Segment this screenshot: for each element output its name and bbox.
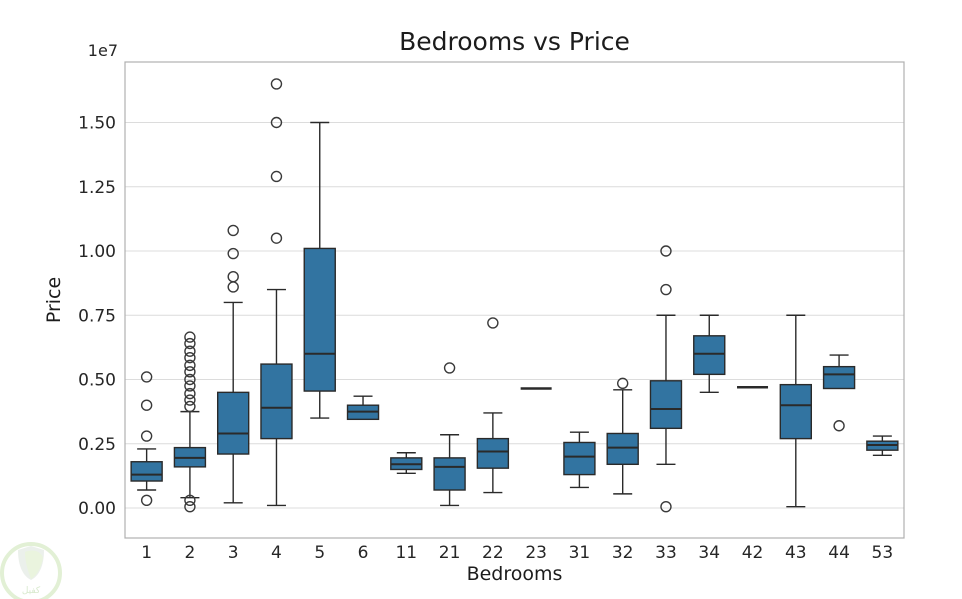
x-tick-label: 2 bbox=[185, 543, 196, 563]
box-2-outlier bbox=[184, 394, 196, 406]
x-tick-label: 4 bbox=[271, 543, 282, 563]
x-tick-label: 3 bbox=[228, 543, 239, 563]
y-tick-label: 0.25 bbox=[78, 435, 116, 455]
box-4 bbox=[260, 363, 293, 440]
x-tick-label: 11 bbox=[395, 543, 417, 563]
box-4-outlier bbox=[270, 170, 283, 183]
box-3-outlier bbox=[227, 247, 239, 260]
x-tick-label: 6 bbox=[358, 543, 369, 563]
box-34 bbox=[693, 335, 726, 376]
box-32 bbox=[606, 432, 639, 466]
box-33-outlier bbox=[660, 501, 672, 513]
box-44 bbox=[822, 365, 856, 390]
x-tick-label: 1 bbox=[141, 543, 152, 563]
box-2-outlier bbox=[184, 400, 196, 413]
box-3-outlier bbox=[227, 224, 239, 237]
box-2-outlier bbox=[184, 494, 196, 506]
box-33-outlier bbox=[660, 283, 672, 296]
box-22-outlier bbox=[487, 317, 499, 329]
x-tick-label: 43 bbox=[785, 543, 807, 563]
box-2-outlier bbox=[184, 359, 196, 372]
y-tick-label: 0.50 bbox=[78, 371, 116, 391]
box-1-outlier bbox=[140, 494, 153, 506]
box-32-outlier bbox=[616, 377, 629, 390]
box-44-outlier bbox=[833, 420, 845, 432]
y-tick-label: 1.50 bbox=[78, 114, 116, 134]
box-4-outlier bbox=[270, 78, 283, 90]
x-axis-label: Bedrooms bbox=[466, 563, 563, 585]
x-tick-label: 42 bbox=[742, 543, 764, 563]
box-2-outlier bbox=[184, 501, 196, 513]
box-2-outlier bbox=[184, 331, 196, 343]
box-3 bbox=[216, 391, 250, 455]
x-tick-label: 21 bbox=[439, 543, 461, 563]
x-tick-label: 33 bbox=[655, 543, 677, 563]
y-tick-label: 0.00 bbox=[78, 499, 116, 519]
x-tick-label: 23 bbox=[525, 543, 547, 563]
plot-border bbox=[124, 61, 905, 539]
box-2-outlier bbox=[184, 337, 196, 350]
box-2-outlier bbox=[184, 373, 196, 386]
y-tick-label: 1.00 bbox=[78, 242, 116, 262]
box-1 bbox=[130, 461, 163, 482]
box-1-outlier bbox=[140, 371, 153, 383]
box-4-outlier bbox=[270, 116, 283, 129]
box-1-outlier bbox=[140, 399, 153, 411]
box-21-outlier bbox=[443, 362, 456, 374]
box-2-outlier bbox=[184, 366, 196, 378]
box-43 bbox=[779, 383, 813, 440]
box-31 bbox=[563, 441, 596, 476]
box-3-outlier bbox=[227, 271, 239, 283]
box-1-outlier bbox=[140, 430, 153, 442]
y-tick-label: 0.75 bbox=[78, 306, 116, 326]
box-3-outlier bbox=[227, 281, 239, 293]
box-4-outlier bbox=[270, 232, 283, 244]
box-5 bbox=[303, 247, 336, 392]
box-2-outlier bbox=[184, 345, 196, 357]
box-2-outlier bbox=[184, 380, 196, 392]
x-tick-label: 31 bbox=[569, 543, 591, 563]
box-21 bbox=[433, 457, 466, 491]
watermark-logo: كفيل bbox=[0, 542, 62, 599]
x-tick-label: 22 bbox=[482, 543, 504, 563]
chart-title: Bedrooms vs Price bbox=[399, 27, 630, 56]
x-tick-label: 34 bbox=[698, 543, 720, 563]
box-2-outlier bbox=[184, 387, 196, 400]
x-tick-label: 32 bbox=[612, 543, 634, 563]
x-tick-label: 5 bbox=[314, 543, 325, 563]
box-2-outlier bbox=[184, 351, 196, 364]
watermark-leaf-icon bbox=[25, 550, 43, 579]
y-axis-offset-text: 1e7 bbox=[87, 41, 118, 60]
box-33 bbox=[649, 380, 683, 430]
box-22 bbox=[476, 437, 510, 469]
box-33-outlier bbox=[660, 245, 672, 257]
x-tick-label: 53 bbox=[872, 543, 894, 563]
y-tick-label: 1.25 bbox=[78, 178, 116, 198]
watermark-text: كفيل bbox=[22, 586, 41, 596]
x-tick-label: 44 bbox=[828, 543, 850, 563]
